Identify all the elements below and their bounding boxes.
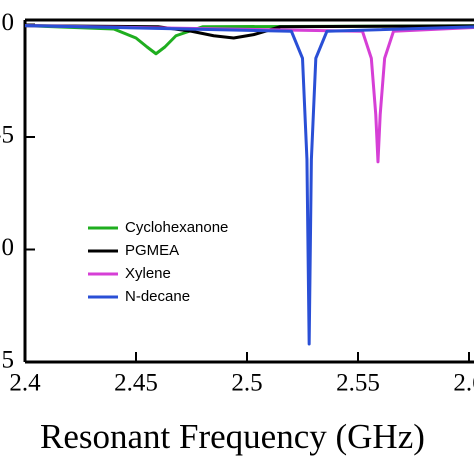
series-line: [24, 24, 474, 346]
y-tick-label: -15: [0, 347, 14, 374]
y-tick-label: -10: [0, 234, 14, 261]
series-line: [24, 24, 474, 164]
x-tick-label: 2.45: [114, 370, 158, 397]
x-tick-label: 2.6: [453, 370, 474, 397]
x-axis-label: Resonant Frequency (GHz): [40, 417, 425, 456]
legend-label: Cyclohexanone: [125, 219, 228, 236]
y-tick-label: -5: [0, 122, 14, 149]
legend-label: Xylene: [125, 265, 171, 282]
legend-label: N-decane: [125, 288, 190, 305]
y-tick-label: 0: [2, 9, 15, 36]
x-tick-label: 2.5: [231, 370, 262, 397]
x-tick-label: 2.55: [336, 370, 380, 397]
legend-label: PGMEA: [125, 242, 179, 259]
x-tick-label: 2.4: [9, 370, 41, 397]
